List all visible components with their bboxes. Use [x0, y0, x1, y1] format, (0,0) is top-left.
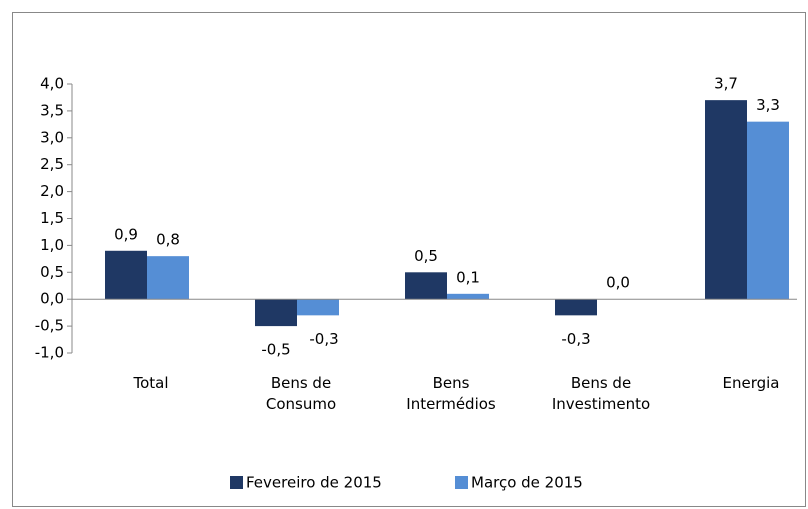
bar	[705, 100, 747, 300]
data-label: -0,3	[309, 330, 338, 348]
data-label: 0,9	[114, 225, 138, 243]
legend-swatch	[230, 476, 243, 489]
y-tick-label: 0,5	[40, 263, 64, 281]
y-tick-label: 1,0	[40, 236, 64, 254]
y-tick-label: 2,0	[40, 182, 64, 200]
data-label: 3,3	[756, 96, 780, 114]
data-label: 0,8	[156, 231, 180, 249]
data-label: -0,5	[261, 341, 290, 359]
y-tick-label: -0,5	[35, 317, 64, 335]
bar	[147, 256, 189, 300]
data-label: 3,7	[714, 75, 738, 93]
x-tick-label: Total	[133, 374, 169, 392]
data-label: 0,0	[606, 274, 630, 292]
bar	[747, 121, 789, 300]
y-tick-label: 1,5	[40, 209, 64, 227]
legend-label: Fevereiro de 2015	[246, 474, 382, 492]
bar	[297, 299, 339, 316]
data-label: -0,3	[561, 330, 590, 348]
data-label: 0,1	[456, 268, 480, 286]
bar	[405, 272, 447, 300]
bar	[105, 250, 147, 300]
bar	[255, 299, 297, 327]
x-tick-label: Bens de Consumo	[265, 374, 337, 413]
x-tick-label: Energia	[722, 374, 780, 392]
y-tick-label: -1,0	[35, 344, 64, 362]
y-tick-label: 3,0	[40, 128, 64, 146]
x-tick-label: Bens Intermédios	[406, 374, 496, 413]
legend-swatch	[455, 476, 468, 489]
y-tick-label: 3,5	[40, 101, 64, 119]
bar	[447, 293, 489, 300]
bar	[555, 299, 597, 316]
legend-label: Março de 2015	[471, 474, 583, 492]
y-tick-label: 0,0	[40, 290, 64, 308]
data-label: 0,5	[414, 247, 438, 265]
y-tick-label: 4,0	[40, 75, 64, 93]
x-tick-label: Bens de Investimento	[551, 374, 651, 413]
y-tick-label: 2,5	[40, 155, 64, 173]
